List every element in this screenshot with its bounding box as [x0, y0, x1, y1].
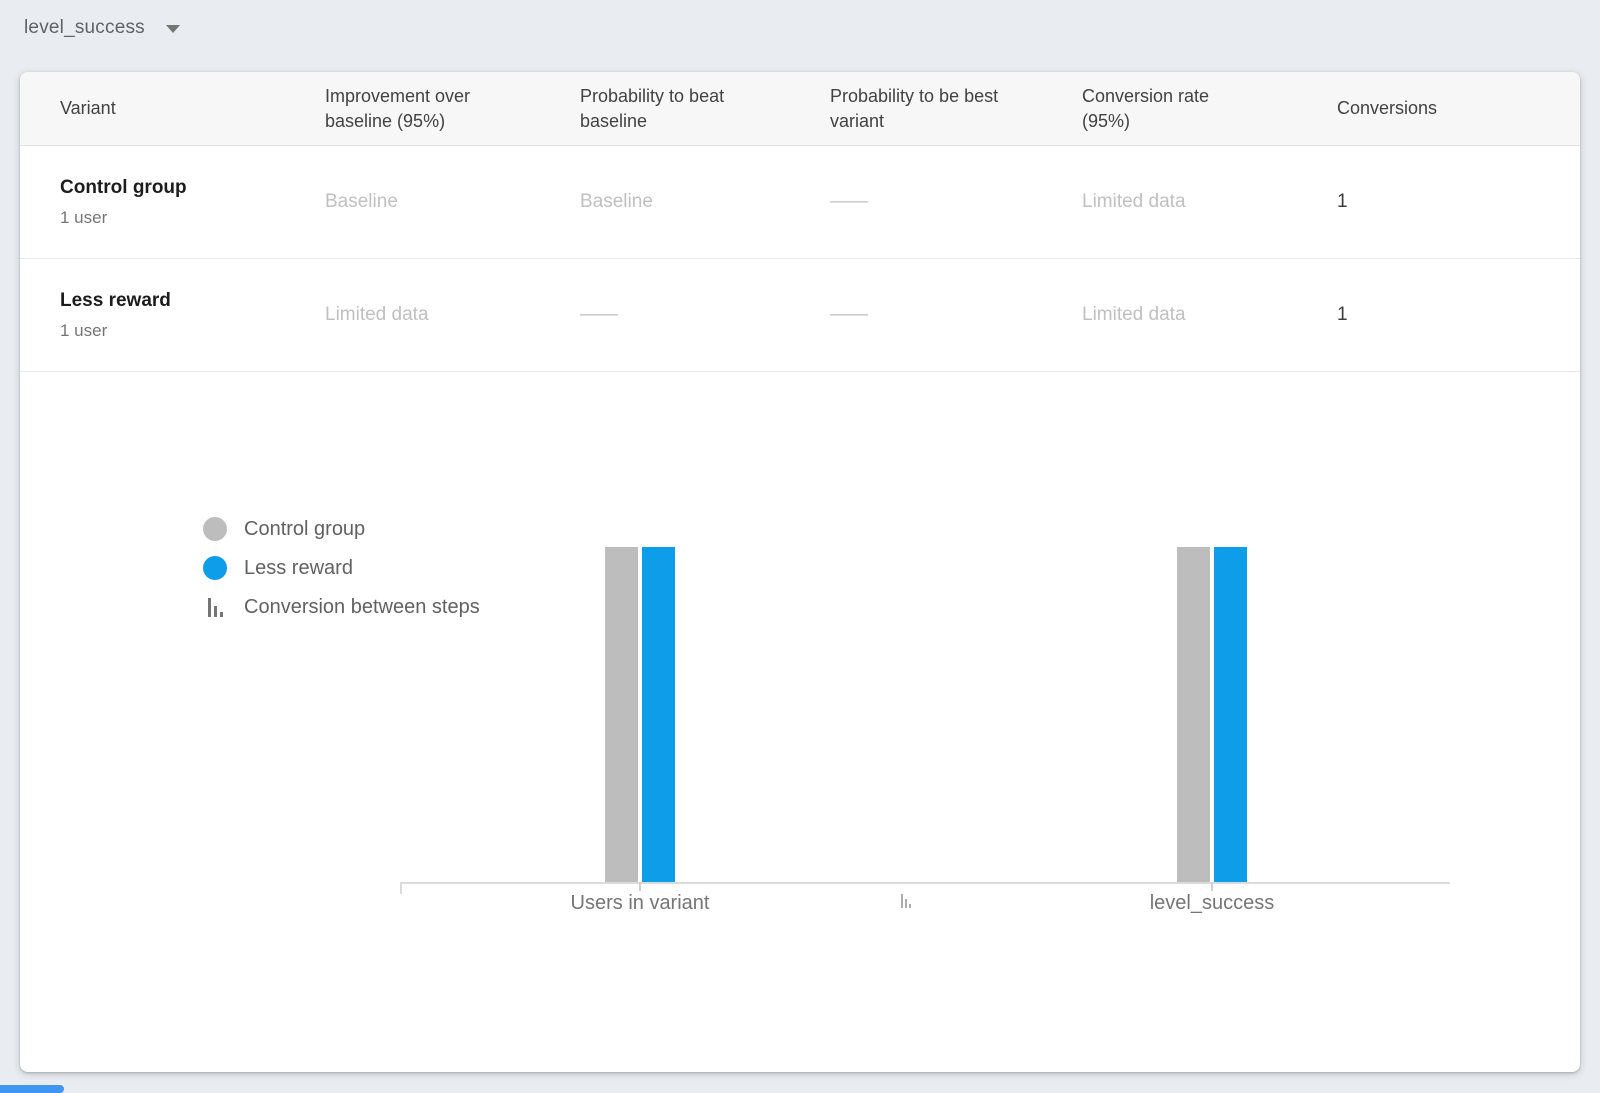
conversion-between-steps-icon [901, 894, 917, 908]
prob-best-variant-value: —— [830, 304, 868, 325]
variant-user-count: 1 user [60, 321, 108, 340]
bar-control-group-users [605, 547, 638, 882]
x-axis [400, 882, 1450, 884]
prob-beat-baseline-value: Baseline [580, 191, 653, 212]
column-header-prob-beat-baseline: Probability to beat baseline [580, 85, 725, 131]
column-header-prob-best-variant: Probability to be best variant [830, 85, 999, 131]
x-axis-tick [1211, 882, 1213, 891]
legend-label: Conversion between steps [244, 595, 480, 618]
table-row: Control group 1 user Baseline Baseline —… [20, 146, 1580, 259]
conversion-rate-value: Limited data [1082, 304, 1186, 325]
column-header-conversion-rate: Conversion rate (95%) [1082, 85, 1210, 131]
x-axis-label-users-in-variant: Users in variant [570, 892, 710, 914]
less-reward-swatch-icon [203, 556, 227, 580]
variant-cell: Less reward 1 user [60, 289, 325, 341]
variant-name: Less reward [60, 290, 171, 311]
control-group-swatch-icon [203, 517, 227, 541]
legend-item-less-reward: Less reward [203, 556, 480, 580]
x-axis-start-tick [400, 882, 402, 894]
metric-dropdown-label: level_success [24, 17, 145, 38]
legend-item-control-group: Control group [203, 517, 480, 541]
conversion-rate-value: Limited data [1082, 191, 1186, 212]
chart-legend: Control group Less reward Conversion bet… [203, 517, 480, 634]
results-card: Variant Improvement over baseline (95%) … [20, 72, 1580, 1072]
variant-name: Control group [60, 177, 187, 198]
chevron-down-icon [165, 25, 180, 33]
bar-less-reward-level-success [1214, 547, 1247, 882]
conversions-value: 1 [1337, 191, 1348, 212]
variant-cell: Control group 1 user [60, 176, 325, 228]
conversions-value: 1 [1337, 304, 1348, 325]
column-header-improvement: Improvement over baseline (95%) [325, 85, 471, 131]
prob-beat-baseline-value: —— [580, 304, 618, 325]
conversion-between-steps-icon [203, 597, 227, 617]
table-row: Less reward 1 user Limited data —— —— Li… [20, 259, 1580, 372]
bar-control-group-level-success [1177, 547, 1210, 882]
x-axis-tick [639, 882, 641, 891]
metric-dropdown[interactable]: level_success [24, 17, 180, 39]
column-header-conversions: Conversions [1337, 98, 1438, 118]
legend-label: Control group [244, 517, 366, 540]
prob-best-variant-value: —— [830, 191, 868, 212]
improvement-value: Limited data [325, 304, 429, 325]
variant-user-count: 1 user [60, 208, 108, 227]
bar-less-reward-users [642, 547, 675, 882]
improvement-value: Baseline [325, 191, 398, 212]
legend-item-conversion-steps: Conversion between steps [203, 595, 480, 619]
x-axis-label-level-success: level_success [1149, 892, 1275, 914]
legend-label: Less reward [244, 556, 353, 579]
table-header: Variant Improvement over baseline (95%) … [20, 72, 1580, 146]
column-header-variant: Variant [60, 98, 116, 118]
horizontal-scrollbar-thumb[interactable] [0, 1085, 64, 1093]
